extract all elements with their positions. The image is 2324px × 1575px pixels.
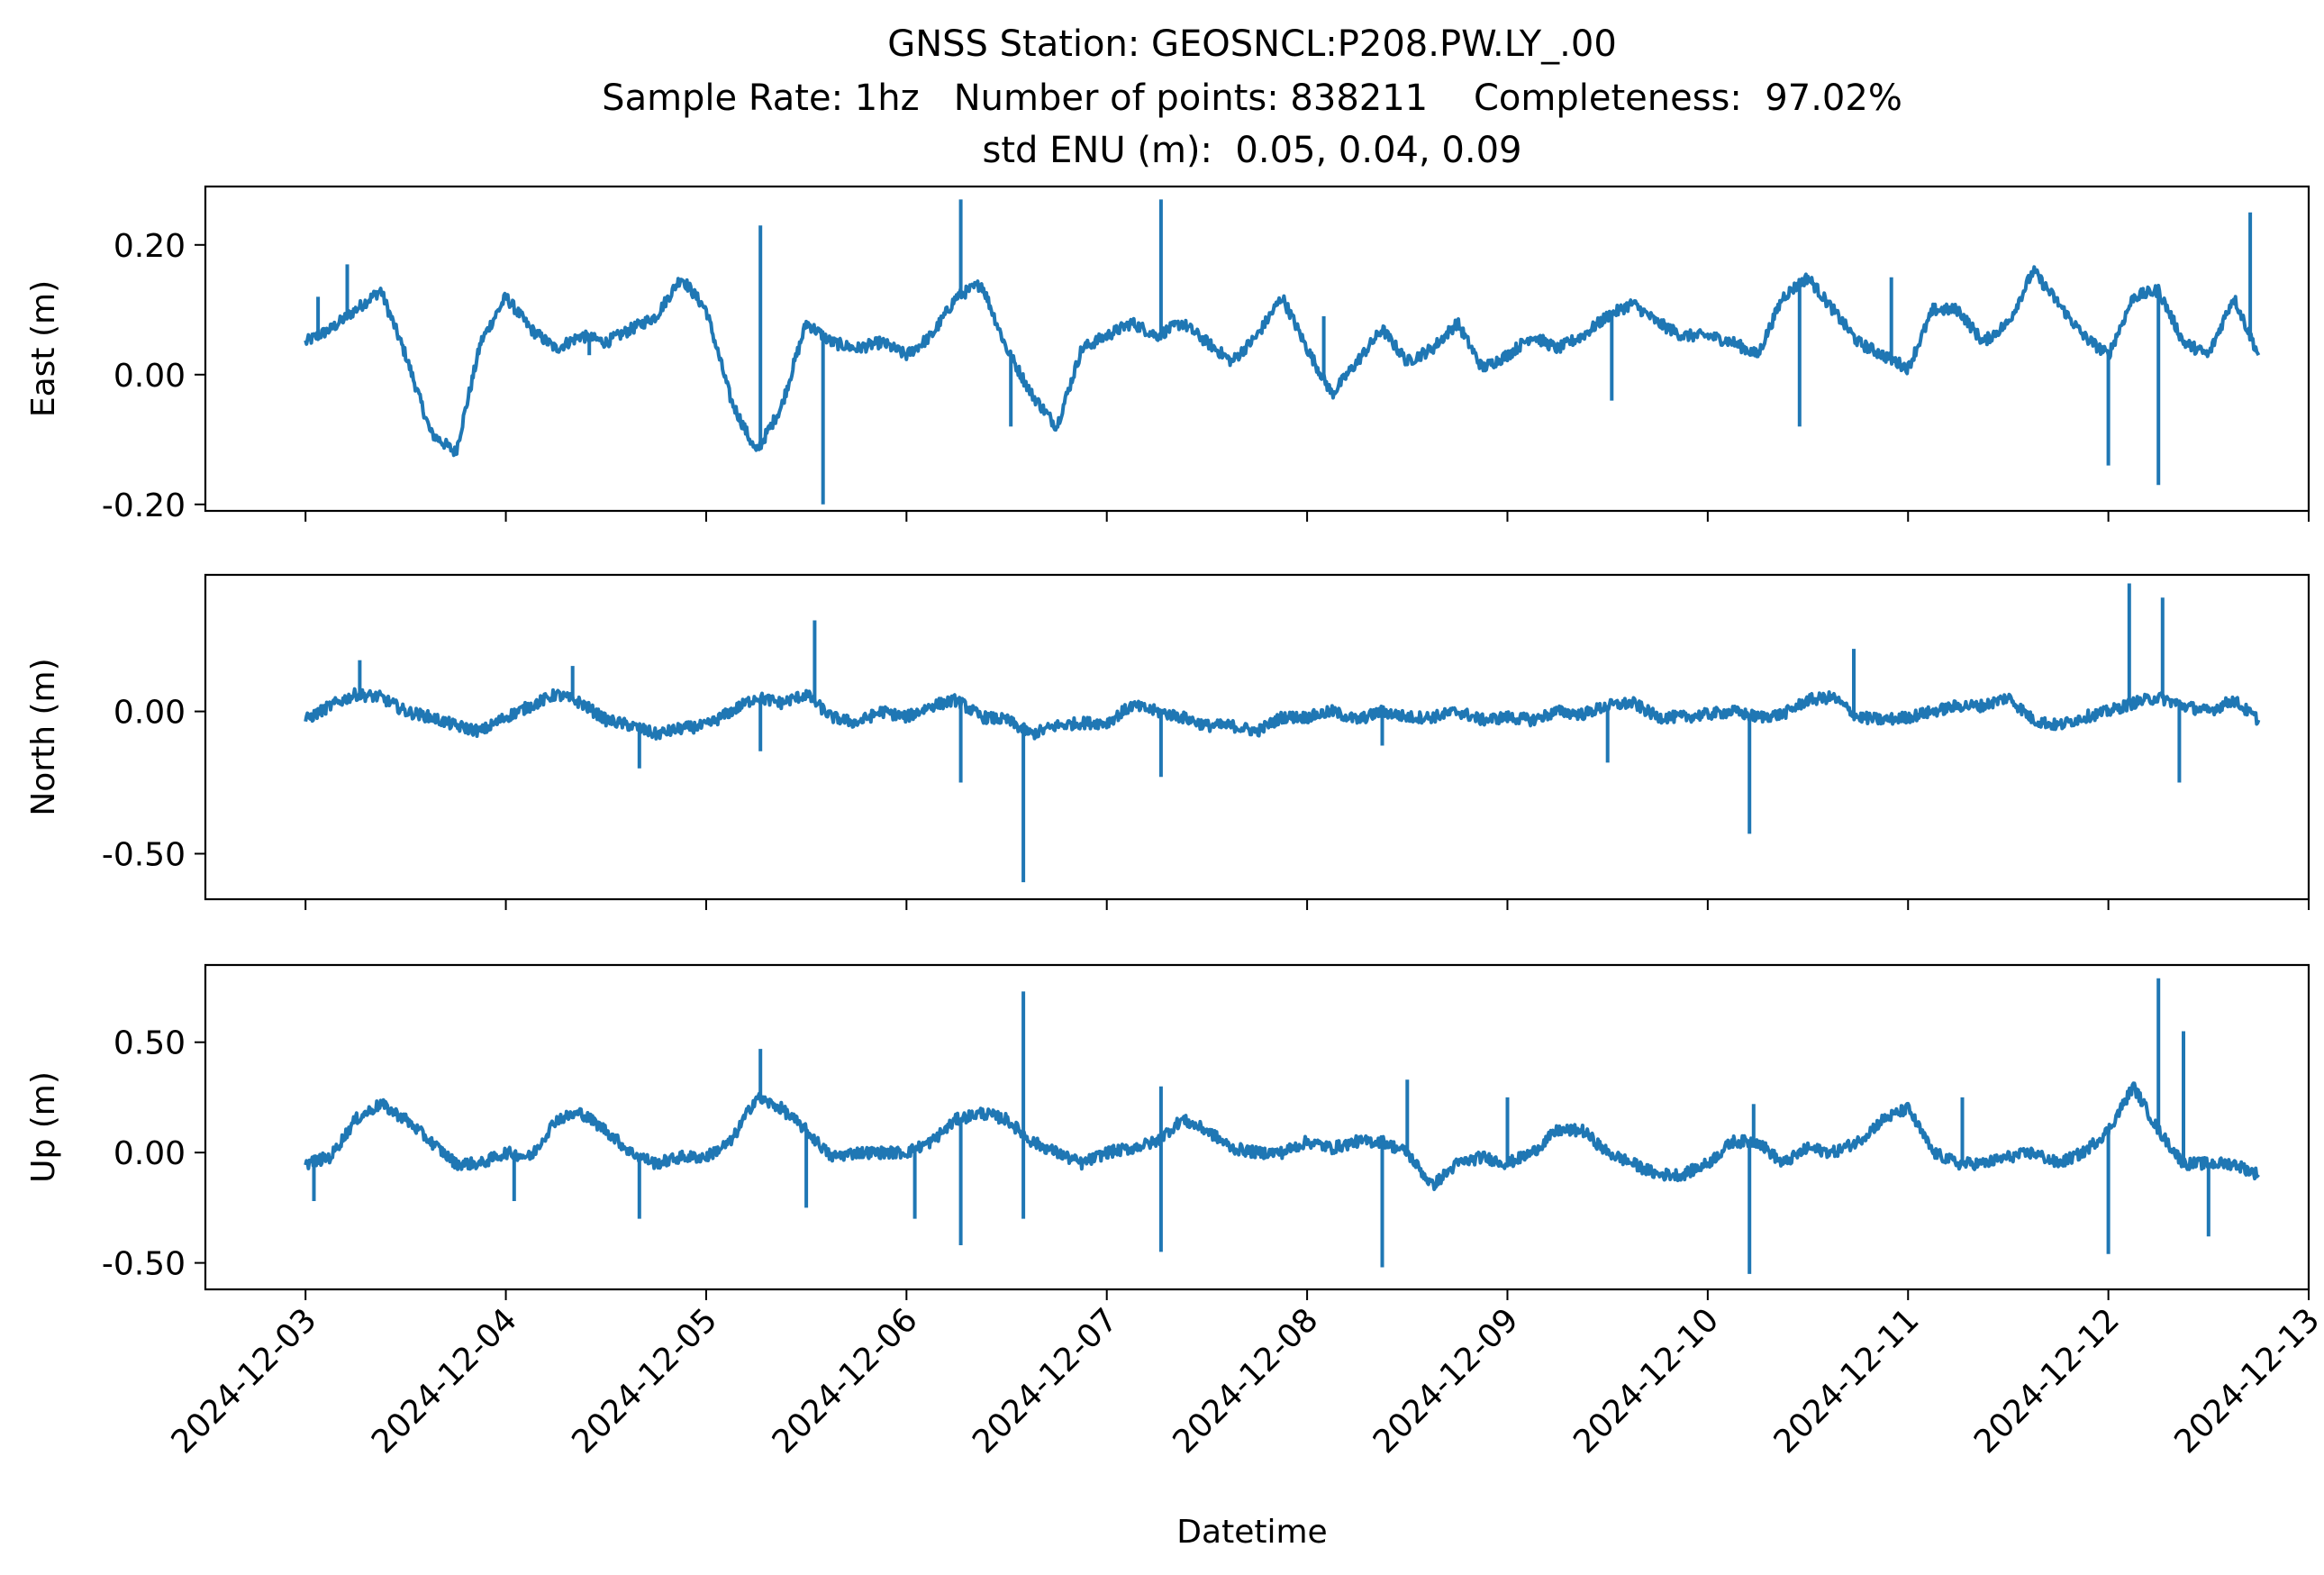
- panel-frame-2: [204, 963, 2310, 1291]
- y-tick-label-0-2: -0.20: [102, 487, 186, 524]
- chart-title: GNSS Station: GEOSNCL:P208.PW.LY_.00 Sam…: [602, 23, 1902, 171]
- y-tick-label-1-1: -0.50: [102, 836, 186, 873]
- y-axis-label-2: Up (m): [25, 1071, 62, 1183]
- y-tick-label-2-1: 0.00: [113, 1135, 186, 1172]
- y-tick-label-2-2: -0.50: [102, 1246, 186, 1283]
- series-line-2: [304, 1081, 2260, 1191]
- y-axis-label-0: East (m): [25, 280, 62, 417]
- y-tick-label-2-0: 0.50: [113, 1025, 186, 1062]
- y-tick-label-0-0: 0.20: [113, 228, 186, 265]
- panel-0: 0.20 0.00 -0.20 East (m): [25, 185, 2310, 524]
- title-line-2: Sample Rate: 1hz Number of points: 83821…: [602, 77, 1902, 119]
- panel-2: 0.50 0.00 -0.50 Up (m): [25, 963, 2310, 1300]
- series-line-0: [304, 265, 2261, 458]
- panel-1: 0.00 -0.50 North (m): [25, 573, 2310, 910]
- panel-frame-1: [204, 573, 2310, 901]
- y-tick-label-0-1: 0.00: [113, 358, 186, 395]
- title-line-3: std ENU (m): 0.05, 0.04, 0.09: [983, 130, 1522, 171]
- series-line-1: [304, 687, 2261, 741]
- x-axis-label: Datetime: [1176, 1514, 1327, 1551]
- panel-frame-0: [204, 185, 2310, 513]
- y-axis-label-1: North (m): [25, 658, 62, 815]
- title-line-1: GNSS Station: GEOSNCL:P208.PW.LY_.00: [887, 23, 1617, 65]
- y-tick-label-1-0: 0.00: [113, 695, 186, 732]
